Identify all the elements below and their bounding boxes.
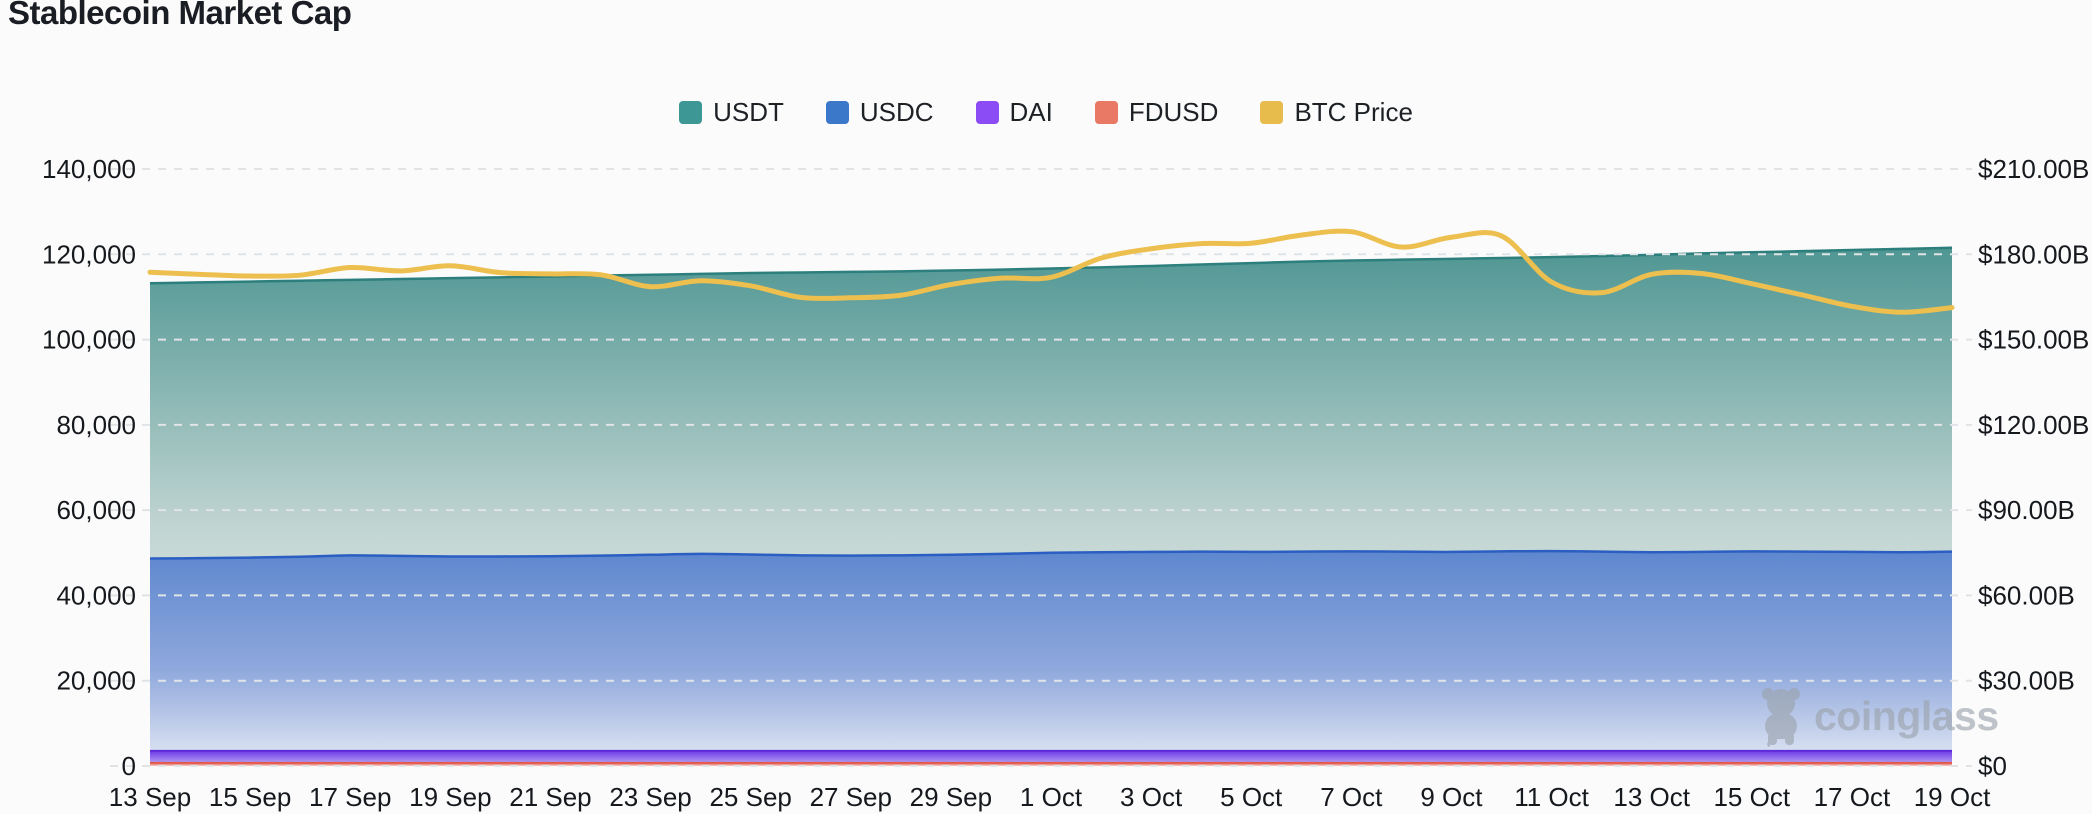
x-axis-tick-label: 15 Oct (1713, 782, 1790, 812)
x-axis-tick-label: 21 Sep (509, 782, 591, 812)
legend-item-fdusd[interactable]: FDUSD (1094, 97, 1219, 127)
legend-item-usdt[interactable]: USDT (679, 99, 784, 125)
x-axis-tick-label: 19 Sep (409, 782, 491, 812)
x-axis-tick-label: 9 Oct (1420, 782, 1483, 812)
y-axis-left-tick-label: 80,000 (56, 410, 136, 440)
x-axis-tick-label: 17 Oct (1814, 782, 1891, 812)
x-axis-tick-label: 11 Oct (1514, 782, 1589, 812)
y-axis-right-tick-label: $30.00B (1978, 666, 2075, 696)
y-axis-right-tick-label: $180.00B (1978, 239, 2089, 269)
x-axis-tick-label: 23 Sep (609, 782, 691, 812)
x-axis-tick-label: 3 Oct (1120, 782, 1183, 812)
legend-item-usdc[interactable]: USDC (825, 97, 934, 127)
y-axis-right-tick-label: $60.00B (1978, 580, 2075, 610)
legend-item-dai[interactable]: DAI (975, 97, 1053, 127)
legend-swatch-icon (975, 100, 999, 124)
legend-label: DAI (1009, 97, 1053, 127)
y-axis-right-tick-label: $0 (1978, 751, 2007, 781)
y-axis-left-tick-label: 20,000 (56, 666, 136, 696)
y-axis-left-tick-label: 40,000 (56, 580, 136, 610)
y-axis-right-tick-label: $150.00B (1978, 325, 2089, 355)
legend-swatch-icon (1094, 100, 1118, 124)
x-axis-tick-label: 19 Oct (1914, 782, 1991, 812)
legend-label: FDUSD (1128, 97, 1219, 127)
y-axis-right-tick-label: $210.00B (1978, 154, 2089, 184)
x-axis-tick-label: 15 Sep (209, 782, 291, 812)
x-axis-tick-label: 17 Sep (309, 782, 391, 812)
x-axis-tick-label: 7 Oct (1320, 782, 1383, 812)
y-axis-left-tick-label: 120,000 (42, 239, 136, 269)
edge-usdc (149, 549, 1953, 560)
btc-price-line (147, 228, 1955, 315)
y-axis-left-tick-label: 100,000 (42, 325, 136, 355)
legend-label: BTC Price (1294, 97, 1413, 127)
y-axis-left-tick-label: 0 (122, 751, 136, 781)
x-axis-tick-label: 1 Oct (1020, 782, 1083, 812)
x-axis-tick-label: 5 Oct (1220, 782, 1283, 812)
x-axis-tick-label: 13 Oct (1613, 782, 1690, 812)
x-axis-tick-label: 29 Sep (910, 782, 992, 812)
y-axis-left-tick-label: 140,000 (42, 154, 136, 184)
area-usdc (150, 551, 1952, 766)
y-axis-right-tick-label: $120.00B (1978, 410, 2089, 440)
x-axis-tick-label: 13 Sep (109, 782, 191, 812)
chart-legend: USDT USDC DAI FDUSD BTC Price (0, 95, 2092, 129)
page-title: Stablecoin Market Cap (8, 0, 352, 31)
legend-swatch-icon (679, 100, 703, 124)
legend-label: USDC (859, 97, 934, 127)
y-axis-right-tick-label: $90.00B (1978, 495, 2075, 525)
x-axis-tick-label: 27 Sep (810, 782, 892, 812)
legend-swatch-icon (825, 100, 849, 124)
legend-label: USDT (713, 97, 784, 127)
legend-swatch-icon (1260, 100, 1284, 124)
x-axis-tick-label: 25 Sep (709, 782, 791, 812)
legend-item-btc-price[interactable]: BTC Price (1260, 97, 1413, 127)
y-axis-left-tick-label: 60,000 (56, 495, 136, 525)
